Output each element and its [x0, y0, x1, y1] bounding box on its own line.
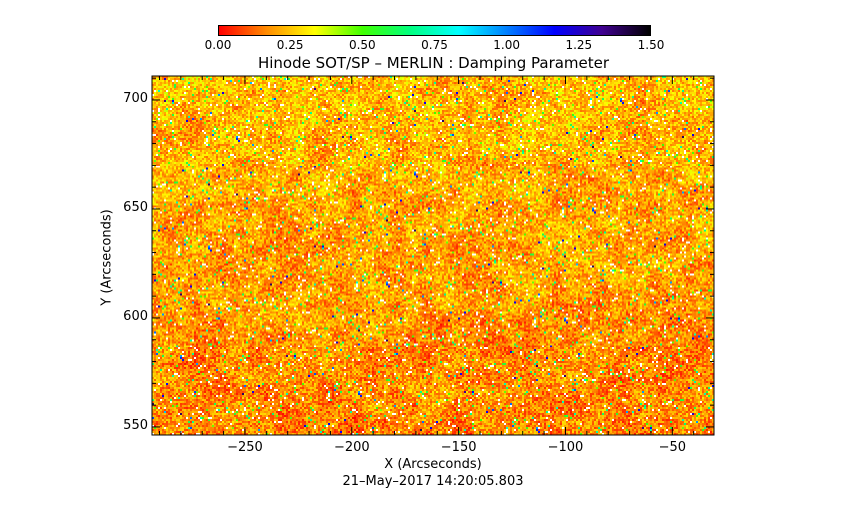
- colorbar-tick-label: 0.25: [276, 38, 304, 52]
- x-tick-label: −200: [333, 440, 370, 455]
- footer-timestamp: 21–May–2017 14:20:05.803: [342, 474, 524, 489]
- colorbar: [218, 25, 651, 36]
- y-tick-label: 550: [123, 417, 148, 433]
- plot-frame: [151, 75, 715, 436]
- plot-area: [152, 76, 714, 435]
- y-tick-label: 600: [123, 308, 148, 324]
- chart-title: Hinode SOT/SP – MERLIN : Damping Paramet…: [257, 54, 610, 72]
- damping-parameter-heatmap: [152, 76, 714, 435]
- x-tick-label: −150: [440, 440, 477, 455]
- colorbar-tick-label: 0.50: [348, 38, 376, 52]
- x-axis-label: X (Arcseconds): [384, 457, 482, 472]
- x-tick-label: −250: [227, 440, 263, 455]
- y-axis-label: Y (Arcseconds): [99, 209, 115, 306]
- colorbar-tick-label: 1.50: [637, 38, 665, 52]
- colorbar-tick-label: 0.00: [204, 38, 232, 52]
- y-tick-label: 650: [123, 199, 148, 215]
- x-tick-label: −100: [547, 440, 584, 455]
- y-tick-label: 700: [123, 90, 148, 106]
- colorbar-tick-label: 0.75: [421, 38, 448, 52]
- x-tick-label: −50: [658, 440, 687, 455]
- colorbar-tick-label: 1.00: [493, 38, 521, 52]
- colorbar-tick-label: 1.25: [565, 38, 593, 52]
